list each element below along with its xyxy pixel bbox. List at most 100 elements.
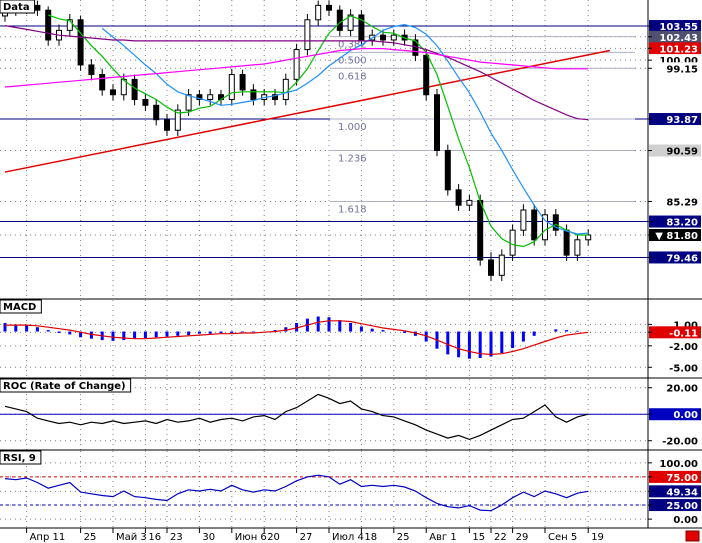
candle-body bbox=[164, 119, 170, 131]
bar bbox=[500, 331, 504, 353]
panel-title-box bbox=[0, 299, 42, 314]
candle-body bbox=[110, 89, 116, 96]
y-tick-box bbox=[649, 215, 701, 228]
bar bbox=[532, 331, 536, 336]
y-tick-label: 0.00 bbox=[673, 410, 698, 421]
candle-body bbox=[250, 89, 257, 101]
series-line bbox=[4, 474, 589, 512]
bar bbox=[176, 331, 180, 336]
panel bbox=[0, 300, 648, 378]
candle-body bbox=[347, 14, 354, 31]
bar bbox=[478, 331, 482, 358]
x-tick-label: Май 3 bbox=[116, 532, 147, 543]
y-tick-box bbox=[649, 408, 701, 421]
y-tick-box bbox=[649, 456, 701, 469]
y-tick-box bbox=[649, 513, 701, 526]
x-tick-label: Авг 1 bbox=[429, 532, 457, 543]
y-axis: 20.00 0.00 -20.00 bbox=[648, 381, 701, 448]
bar bbox=[143, 331, 147, 338]
y-tick-label: -20.00 bbox=[662, 437, 698, 448]
candle-body bbox=[390, 34, 397, 41]
x-tick-label: 22 bbox=[494, 532, 507, 543]
candle-body bbox=[509, 229, 516, 256]
candle-body bbox=[207, 94, 214, 101]
bar bbox=[251, 331, 255, 333]
y-tick-label: 101.23 bbox=[659, 44, 698, 55]
y-tick-box bbox=[649, 30, 701, 43]
candle-body bbox=[498, 254, 505, 276]
y-tick-box bbox=[649, 485, 701, 498]
candle-body bbox=[531, 209, 538, 241]
candle-body bbox=[380, 34, 386, 41]
panel-title-group: ROC (Rate of Change) bbox=[0, 378, 132, 393]
x-tick-label: Июл 4 bbox=[332, 532, 364, 543]
bar bbox=[35, 327, 39, 332]
candle-body bbox=[304, 19, 311, 51]
bar bbox=[554, 329, 558, 332]
bar bbox=[230, 331, 234, 333]
x-tick-label: 25 bbox=[84, 532, 97, 543]
candle-body bbox=[99, 74, 106, 91]
bar bbox=[467, 331, 471, 359]
y-tick-label: -5.00 bbox=[669, 363, 698, 374]
candle-body bbox=[185, 94, 192, 111]
bar bbox=[403, 331, 407, 333]
y-tick-box bbox=[649, 20, 701, 33]
y-tick-box bbox=[649, 251, 701, 264]
panel-title-group: MACD bbox=[0, 299, 42, 314]
y-tick-box bbox=[649, 326, 701, 339]
bar bbox=[457, 331, 461, 358]
bar bbox=[565, 330, 569, 332]
candle-body bbox=[228, 74, 235, 101]
x-tick-label: 15 bbox=[472, 532, 485, 543]
y-tick-box bbox=[649, 499, 701, 512]
panel-title-group: Data bbox=[0, 0, 36, 14]
bar bbox=[14, 324, 18, 332]
bar bbox=[359, 326, 363, 332]
y-tick-box bbox=[649, 42, 701, 55]
candle-body bbox=[552, 214, 559, 231]
y-tick-box bbox=[649, 195, 701, 208]
bar bbox=[381, 330, 385, 332]
close-icon[interactable] bbox=[685, 530, 700, 542]
panel bbox=[0, 451, 648, 527]
bar bbox=[446, 331, 450, 355]
panel-title-box bbox=[0, 0, 36, 14]
bar bbox=[68, 331, 72, 335]
bar bbox=[197, 331, 201, 334]
y-tick-box bbox=[649, 434, 701, 447]
fib-label: 1.000 bbox=[338, 122, 367, 133]
candle-body bbox=[585, 234, 592, 241]
y-tick-label: ▼ 81.80 bbox=[655, 231, 698, 242]
y-axis: 1.00-0.11 -2.00 -5.00 bbox=[648, 318, 701, 374]
y-tick-box bbox=[649, 144, 701, 157]
y-axis: 100.00 75.00 49.34 25.00 0.00 bbox=[648, 456, 701, 526]
bar bbox=[89, 331, 93, 339]
bar bbox=[489, 331, 493, 357]
candle-body bbox=[34, 4, 41, 11]
series-line bbox=[4, 25, 589, 121]
candle-body bbox=[77, 19, 84, 66]
series-line bbox=[5, 320, 589, 356]
y-tick-label: 1.00 bbox=[673, 320, 698, 331]
y-tick-box bbox=[649, 339, 701, 352]
y-tick-box bbox=[649, 54, 701, 67]
series-line bbox=[101, 23, 589, 235]
y-tick-label: 100.00 bbox=[659, 56, 698, 67]
bar bbox=[424, 331, 428, 342]
candle-body bbox=[153, 104, 160, 121]
x-tick-label: 30 bbox=[202, 532, 215, 543]
bar bbox=[79, 331, 83, 338]
bar bbox=[46, 330, 50, 332]
candle-body bbox=[477, 199, 484, 261]
candle-body bbox=[488, 259, 494, 276]
y-tick-label: 85.29 bbox=[666, 197, 698, 208]
candle-body bbox=[282, 78, 289, 101]
bar bbox=[241, 331, 245, 333]
y-tick-label: 20.00 bbox=[666, 384, 698, 395]
candle-body bbox=[326, 4, 332, 11]
candle-body bbox=[455, 189, 462, 206]
x-tick-label: 27 bbox=[300, 532, 313, 543]
candle-body bbox=[434, 94, 440, 151]
